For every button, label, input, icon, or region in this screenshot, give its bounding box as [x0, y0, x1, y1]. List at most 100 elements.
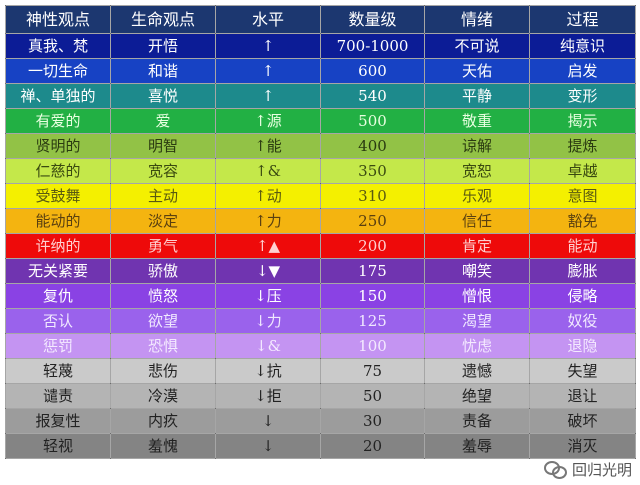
cell-emotion: 信任	[424, 208, 530, 234]
cell-life-view: 恐惧	[110, 333, 216, 359]
cell-divine-view: 能动的	[5, 208, 111, 234]
cell-emotion: 遗憾	[424, 358, 530, 384]
cell-level: ↑源	[215, 108, 321, 134]
table-row: 受鼓舞 主动 ↑动 310 乐观 意图	[5, 183, 636, 209]
cell-process: 卓越	[529, 158, 636, 184]
header-level: 水平	[215, 5, 321, 34]
table-row: 谴责 冷漠 ↓拒 50 绝望 退让	[5, 383, 636, 409]
cell-process: 退隐	[529, 333, 636, 359]
cell-emotion: 敬重	[424, 108, 530, 134]
cell-log-scale: 400	[320, 133, 425, 159]
consciousness-levels-table: 神性观点 生命观点 水平 数量级 情绪 过程 真我、梵 开悟 ↑ 700-1000 不可说 纯意识一…	[5, 5, 636, 459]
cell-emotion: 渴望	[424, 308, 530, 334]
cell-emotion: 绝望	[424, 383, 530, 409]
cell-log-scale: 350	[320, 158, 425, 184]
cell-level: ↓力	[215, 308, 321, 334]
cell-log-scale: 75	[320, 358, 425, 384]
cell-level: ↓	[215, 433, 321, 459]
cell-emotion: 责备	[424, 408, 530, 434]
cell-log-scale: 250	[320, 208, 425, 234]
cell-life-view: 爱	[110, 108, 216, 134]
cell-process: 膨胀	[529, 258, 636, 284]
table-row: 真我、梵 开悟 ↑ 700-1000 不可说 纯意识	[5, 33, 636, 59]
wechat-icon	[543, 461, 568, 479]
cell-divine-view: 轻视	[5, 433, 111, 459]
table-row: 贤明的 明智 ↑能 400 谅解 提炼	[5, 133, 636, 159]
cell-divine-view: 受鼓舞	[5, 183, 111, 209]
cell-process: 退让	[529, 383, 636, 409]
cell-level: ↑▲	[215, 233, 321, 259]
cell-life-view: 悲伤	[110, 358, 216, 384]
cell-emotion: 平静	[424, 83, 530, 109]
cell-life-view: 宽容	[110, 158, 216, 184]
header-process: 过程	[529, 5, 636, 34]
cell-emotion: 羞辱	[424, 433, 530, 459]
table-row: 轻视 羞愧 ↓ 20 羞辱 消灭	[5, 433, 636, 459]
cell-emotion: 忧虑	[424, 333, 530, 359]
cell-level: ↑	[215, 58, 321, 84]
cell-level: ↑	[215, 33, 321, 59]
watermark-text: 回归光明	[571, 461, 632, 479]
cell-divine-view: 有爱的	[5, 108, 111, 134]
cell-level: ↓▼	[215, 258, 321, 284]
cell-log-scale: 30	[320, 408, 425, 434]
cell-process: 启发	[529, 58, 636, 84]
cell-process: 揭示	[529, 108, 636, 134]
cell-process: 豁免	[529, 208, 636, 234]
cell-life-view: 喜悦	[110, 83, 216, 109]
table-row: 无关紧要 骄傲 ↓▼ 175 嘲笑 膨胀	[5, 258, 636, 284]
cell-log-scale: 500	[320, 108, 425, 134]
cell-life-view: 勇气	[110, 233, 216, 259]
cell-emotion: 天佑	[424, 58, 530, 84]
cell-life-view: 骄傲	[110, 258, 216, 284]
table-row: 有爱的爱 ↑源 500 敬重 揭示	[5, 108, 636, 134]
cell-life-view: 和谐	[110, 58, 216, 84]
header-divine-view: 神性观点	[5, 5, 111, 34]
cell-divine-view: 禅、单独的	[5, 83, 111, 109]
cell-log-scale: 150	[320, 283, 425, 309]
cell-divine-view: 否认	[5, 308, 111, 334]
cell-life-view: 欲望	[110, 308, 216, 334]
cell-divine-view: 谴责	[5, 383, 111, 409]
cell-emotion: 谅解	[424, 133, 530, 159]
cell-process: 纯意识	[529, 33, 636, 59]
cell-emotion: 嘲笑	[424, 258, 530, 284]
cell-emotion: 乐观	[424, 183, 530, 209]
cell-process: 破坏	[529, 408, 636, 434]
cell-process: 奴役	[529, 308, 636, 334]
table-row: 复仇 愤怒 ↓压 150 憎恨 侵略	[5, 283, 636, 309]
cell-divine-view: 复仇	[5, 283, 111, 309]
cell-divine-view: 轻蔑	[5, 358, 111, 384]
cell-level: ↑能	[215, 133, 321, 159]
cell-emotion: 宽恕	[424, 158, 530, 184]
cell-emotion: 憎恨	[424, 283, 530, 309]
cell-life-view: 主动	[110, 183, 216, 209]
watermark: 回归光明	[543, 461, 632, 479]
cell-life-view: 羞愧	[110, 433, 216, 459]
cell-emotion: 不可说	[424, 33, 530, 59]
cell-process: 意图	[529, 183, 636, 209]
table-row: 许纳的 勇气 ↑▲ 200 肯定 能动	[5, 233, 636, 259]
cell-log-scale: 100	[320, 333, 425, 359]
cell-log-scale: 125	[320, 308, 425, 334]
table-row: 仁慈的 宽容 ↑& 350 宽恕 卓越	[5, 158, 636, 184]
header-emotion: 情绪	[424, 5, 530, 34]
cell-process: 提炼	[529, 133, 636, 159]
cell-log-scale: 310	[320, 183, 425, 209]
table-row: 否认 欲望 ↓力 125 渴望 奴役	[5, 308, 636, 334]
cell-process: 能动	[529, 233, 636, 259]
header-life-view: 生命观点	[110, 5, 216, 34]
cell-level: ↓压	[215, 283, 321, 309]
cell-log-scale: 175	[320, 258, 425, 284]
cell-level: ↓&	[215, 333, 321, 359]
cell-emotion: 肯定	[424, 233, 530, 259]
cell-process: 侵略	[529, 283, 636, 309]
table-row: 轻蔑 悲伤 ↓抗 75 遗憾 失望	[5, 358, 636, 384]
table-row: 一切生命 和谐 ↑ 600 天佑 启发	[5, 58, 636, 84]
table-row: 能动的 淡定 ↑力 250 信任 豁免	[5, 208, 636, 234]
cell-log-scale: 200	[320, 233, 425, 259]
cell-log-scale: 600	[320, 58, 425, 84]
cell-divine-view: 仁慈的	[5, 158, 111, 184]
cell-divine-view: 贤明的	[5, 133, 111, 159]
cell-level: ↓抗	[215, 358, 321, 384]
